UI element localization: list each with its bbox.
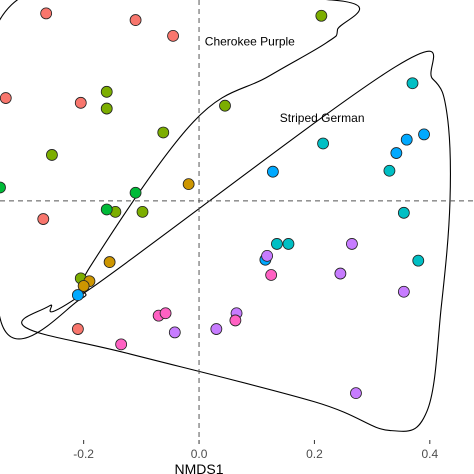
reference-lines [0, 0, 474, 440]
data-point [0, 92, 12, 104]
data-point [229, 314, 242, 327]
data-point [282, 238, 295, 250]
data-point [412, 254, 425, 267]
data-point [397, 206, 410, 219]
x-tick-label: 0.2 [306, 447, 323, 461]
data-point [400, 133, 413, 146]
data-point [103, 256, 116, 268]
data-point [159, 307, 172, 320]
data-point [271, 238, 283, 250]
data-point [167, 29, 179, 42]
data-point [40, 7, 53, 20]
data-point [74, 96, 87, 109]
data-point [266, 165, 279, 178]
data-point [219, 99, 231, 112]
data-point [129, 186, 142, 199]
data-point [77, 280, 90, 292]
data-point [0, 181, 6, 194]
data-point [350, 387, 362, 400]
data-point [383, 164, 396, 177]
data-point [315, 9, 328, 22]
data-point [129, 14, 142, 26]
x-axis-title: NMDS1 [175, 461, 224, 474]
data-point [397, 285, 410, 298]
data-point [334, 267, 347, 280]
data-point [71, 289, 84, 301]
data-point [168, 326, 181, 339]
x-axis: -0.2 0.0 0.2 0.4 [73, 440, 438, 461]
data-point [100, 85, 113, 98]
data-point [346, 238, 358, 250]
data-point [136, 205, 149, 218]
data-point [390, 147, 403, 159]
hull-0 [0, 0, 361, 340]
annotation-striped-german: Striped German [280, 111, 365, 125]
data-point [182, 178, 195, 191]
data-point [37, 213, 50, 225]
data-point [71, 323, 84, 335]
data-point [406, 77, 419, 90]
data-point [100, 102, 113, 115]
hull-layer [0, 0, 451, 432]
data-point [418, 128, 430, 141]
x-tick-label: -0.2 [73, 447, 94, 461]
data-point [115, 338, 128, 351]
x-tick-label: 0.0 [191, 447, 208, 461]
data-point [317, 137, 329, 150]
data-point [100, 203, 113, 216]
annotation-cherokee-purple: Cherokee Purple [205, 34, 295, 48]
data-point [265, 269, 278, 281]
data-point [210, 323, 223, 335]
data-point [46, 149, 58, 161]
hull-1 [21, 50, 451, 432]
data-points [0, 7, 430, 400]
data-point [157, 126, 170, 139]
x-tick-label: 0.4 [421, 447, 438, 461]
data-point [261, 249, 274, 262]
